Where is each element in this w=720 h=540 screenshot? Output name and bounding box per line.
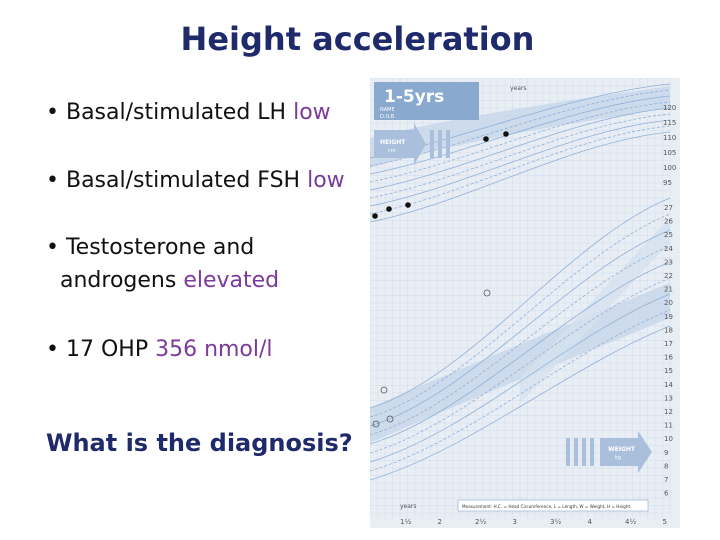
slide-title: Height acceleration [180,20,535,58]
height-tick-label: 120 [663,104,676,112]
bullet-fsh-value: low [307,168,345,193]
weight-tick-label: 10 [664,435,673,443]
weight-arrow: WEIGHT kg [566,431,652,473]
bullet-17ohp-text: • 17 OHP [46,337,156,362]
measurement-note: Measurement: H.C. = Head Circumference, … [462,504,630,509]
height-percentile-curve [369,89,671,167]
weight-tick-label: 11 [664,422,673,430]
bullet-testosterone-text: • Testosterone and [46,235,255,260]
growth-chart-svg: 1-5yrs NAME D.O.B. years HEIGHT cm WEIGH… [369,77,680,528]
age-tick-label: 2½ [475,518,486,526]
weight-arrow-label: WEIGHT [608,446,636,453]
bullet-17ohp: • 17 OHP 356 nmol/l [46,333,273,366]
weight-tick-label: 19 [664,313,673,321]
height-arrow-unit: cm [388,148,396,154]
bullet-testosterone-value: elevated [183,268,280,293]
height-percentile-curve [369,119,671,207]
weight-arrow-unit: kg [615,455,621,461]
weight-tick-label: 16 [664,354,673,362]
weight-tick-label: 14 [664,381,673,389]
bullet-lh-value: low [293,100,331,125]
weight-percentile-curve [369,261,671,445]
height-percentile-curve [369,107,671,191]
weight-tick-label: 21 [664,286,673,294]
weight-tick-label: 7 [664,476,668,484]
weight-tick-label: 27 [664,204,673,212]
weight-tick-label: 22 [664,272,673,280]
weight-tick-label: 8 [664,462,668,470]
years-label-top: years [510,85,527,92]
bullet-testosterone-line2: androgens [60,268,184,293]
height-percentile-curve [369,113,671,199]
weight-tick-label: 6 [664,490,669,498]
weight-percentile-curve [369,229,671,427]
weight-percentile-curve [369,277,671,454]
height-tick-label: 105 [663,149,676,157]
weight-tick-label: 24 [664,245,673,253]
bullet-17ohp-value: 356 nmol/l [155,337,273,362]
height-arrow-label: HEIGHT [380,139,406,146]
age-tick-label: 4½ [625,518,636,526]
height-percentile-curve [369,95,671,175]
weight-axis-ticks: 27 26 25 24 23 22 21 20 19 18 17 16 15 14 13 12 11 10 9 8 7 6 [664,204,673,498]
age-tick-label: 3 [513,518,517,526]
height-percentile-curve [369,101,671,183]
weight-tick-label: 17 [664,340,673,348]
height-tick-label: 110 [663,134,676,142]
plot-point [372,213,378,219]
age-axis-ticks: 1½ 2 2½ 3 3½ 4 4½ 5 [400,518,667,526]
bullet-lh-text: • Basal/stimulated LH [46,100,294,125]
weight-tick-label: 20 [664,299,673,307]
plot-mark [386,415,394,423]
weight-percentile-curve [369,213,671,418]
weight-percentile-curve [369,245,671,436]
age-tick-label: 5 [663,518,667,526]
plot-mark [380,386,388,394]
plot-point [386,206,392,212]
plot-point [405,202,411,208]
diagnosis-question: What is the diagnosis? [46,429,353,457]
age-badge-text: 1-5yrs [384,87,444,107]
height-axis-ticks: 120 115 110 105 100 95 [663,104,676,187]
age-tick-label: 2 [438,518,442,526]
weight-tick-label: 9 [664,449,668,457]
weight-tick-label: 15 [664,367,673,375]
plot-mark [372,420,380,428]
height-tick-label: 115 [663,119,676,127]
age-badge [374,82,479,120]
years-label-bottom: years [400,503,417,510]
bullet-fsh-text: • Basal/stimulated FSH [46,168,308,193]
measurement-note-box [457,499,649,512]
weight-tick-label: 25 [664,231,673,239]
height-tick-label: 95 [663,179,672,187]
age-tick-label: 1½ [400,518,411,526]
age-tick-label: 4 [588,518,593,526]
plot-point [483,136,489,142]
height-percentile-curve [369,131,671,223]
plot-mark [483,289,491,297]
height-arrow: HEIGHT cm [374,123,450,165]
age-tick-label: 3½ [550,518,561,526]
height-tick-label: 100 [663,164,676,172]
plot-point [503,131,509,137]
dob-label: D.O.B. [380,114,396,120]
name-label: NAME [380,107,395,113]
bullet-testosterone: • Testosterone and androgens elevated [46,231,279,297]
weight-percentile-curve [369,309,671,472]
bullet-lh: • Basal/stimulated LH low [46,96,331,129]
bullet-fsh: • Basal/stimulated FSH low [46,164,345,197]
weight-tick-label: 18 [664,326,673,334]
weight-tick-label: 23 [664,258,673,266]
weight-tick-label: 26 [664,218,673,226]
weight-tick-label: 12 [664,408,673,416]
weight-percentile-curve [369,293,671,463]
weight-tick-label: 13 [664,394,673,402]
growth-chart: 1-5yrs NAME D.O.B. years HEIGHT cm WEIGH… [369,77,680,528]
weight-percentile-curve [369,197,671,409]
weight-percentile-curve [369,325,671,481]
